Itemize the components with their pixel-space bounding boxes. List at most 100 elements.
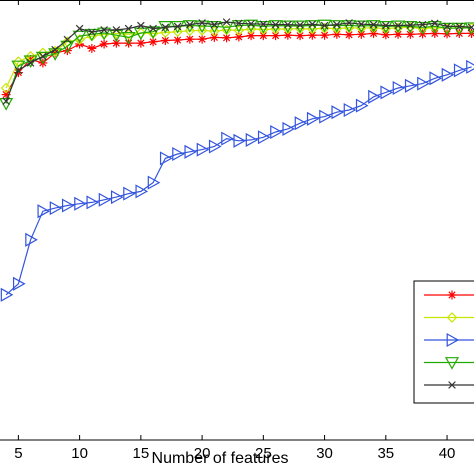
- x-tick-label: 20: [194, 445, 211, 462]
- data-point: [464, 22, 474, 35]
- data-point: [137, 21, 145, 30]
- data-point: [259, 20, 268, 28]
- data-point: [184, 25, 196, 37]
- data-point: [186, 20, 194, 29]
- data-point: [280, 20, 295, 34]
- data-point: [380, 85, 394, 100]
- data-point: [245, 23, 257, 35]
- data-point: [197, 34, 207, 44]
- data-point: [209, 32, 219, 42]
- data-point: [112, 26, 121, 34]
- data-point: [37, 204, 51, 219]
- data-point: [110, 190, 124, 205]
- data-point: [72, 30, 87, 44]
- legend-box: [413, 280, 474, 404]
- legend-entry-3: [424, 332, 474, 348]
- data-point: [210, 20, 219, 29]
- data-point: [244, 19, 259, 33]
- data-point: [320, 21, 329, 30]
- data-point: [406, 21, 415, 29]
- data-point: [293, 20, 308, 34]
- data-point: [147, 175, 161, 190]
- data-point: [355, 98, 369, 113]
- data-point: [257, 130, 271, 145]
- data-point: [429, 71, 443, 86]
- series-layer: [0, 18, 474, 302]
- data-point: [441, 67, 455, 82]
- data-point: [233, 25, 245, 36]
- data-point: [198, 19, 206, 27]
- data-point: [344, 30, 354, 40]
- data-point: [12, 276, 26, 291]
- data-point: [418, 20, 427, 29]
- data-point: [124, 24, 133, 33]
- data-point: [133, 27, 148, 41]
- data-point: [319, 109, 332, 124]
- data-point: [417, 76, 430, 91]
- data-point: [0, 82, 12, 94]
- data-point: [111, 38, 121, 48]
- data-point: [403, 21, 418, 34]
- data-point: [182, 20, 197, 33]
- data-point: [74, 196, 87, 211]
- data-point: [161, 23, 170, 32]
- legend-marker: [447, 290, 457, 300]
- data-point: [369, 28, 379, 38]
- data-point: [378, 21, 393, 34]
- data-point: [222, 33, 232, 43]
- series-5: [2, 18, 474, 105]
- legend-marker: [444, 357, 460, 370]
- data-point: [173, 35, 183, 45]
- data-point: [222, 18, 231, 26]
- legend: [413, 280, 474, 404]
- data-point: [466, 59, 474, 74]
- data-point: [123, 186, 136, 201]
- data-point: [173, 22, 182, 31]
- data-point: [270, 124, 283, 140]
- data-point: [159, 151, 173, 166]
- data-point: [333, 20, 341, 29]
- data-point: [404, 78, 418, 93]
- data-point: [271, 20, 280, 29]
- data-point: [247, 19, 255, 28]
- data-point: [466, 22, 474, 34]
- data-point: [148, 37, 158, 47]
- data-point: [86, 195, 100, 210]
- data-point: [357, 20, 366, 28]
- legend-entry-1: [424, 290, 474, 300]
- data-point: [391, 20, 406, 34]
- data-point: [329, 20, 344, 33]
- data-point: [221, 131, 234, 146]
- data-point: [136, 38, 146, 48]
- data-point: [135, 27, 147, 39]
- data-point: [39, 52, 47, 61]
- data-point: [184, 144, 198, 159]
- data-point: [160, 27, 171, 38]
- data-point: [271, 31, 281, 41]
- data-point: [61, 198, 75, 213]
- x-tick-label: 35: [377, 445, 394, 462]
- data-point: [245, 132, 259, 147]
- data-point: [296, 21, 304, 29]
- data-point: [268, 20, 283, 33]
- data-point: [453, 63, 467, 78]
- data-point: [331, 105, 345, 120]
- x-tick-label: 5: [14, 445, 22, 462]
- data-point: [366, 20, 381, 33]
- data-point: [368, 89, 381, 104]
- data-point: [25, 232, 38, 247]
- data-point: [172, 26, 183, 38]
- data-point: [196, 25, 208, 36]
- legend-entry-5: [424, 381, 474, 389]
- data-point: [431, 19, 439, 28]
- data-point: [2, 97, 10, 105]
- data-point: [246, 31, 256, 41]
- x-tick-label: 10: [71, 445, 88, 462]
- data-point: [235, 19, 243, 28]
- data-point: [99, 39, 109, 49]
- data-point: [63, 35, 72, 44]
- series-3: [0, 59, 474, 302]
- data-point: [135, 184, 149, 199]
- data-point: [282, 121, 296, 136]
